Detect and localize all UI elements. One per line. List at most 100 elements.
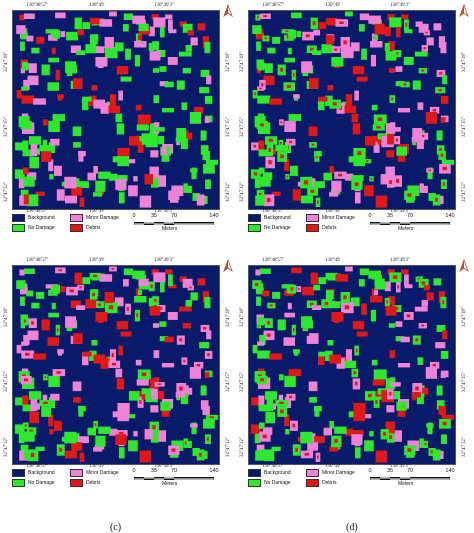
building (205, 159, 219, 165)
debris-pixel (44, 376, 47, 379)
debris-pixel (30, 452, 35, 457)
building (30, 144, 38, 156)
debris-pixel (289, 395, 293, 399)
legend-swatch (306, 223, 319, 232)
legend-debris: Debris (306, 478, 336, 487)
building (79, 197, 85, 207)
building (133, 176, 138, 182)
building (161, 108, 175, 113)
debris-pixel (432, 109, 436, 112)
building (176, 128, 187, 140)
debris-pixel (403, 83, 407, 86)
building (291, 12, 302, 19)
building (404, 284, 413, 289)
debris-pixel (305, 289, 310, 293)
debris-pixel (126, 307, 129, 311)
building (19, 14, 25, 21)
building (432, 449, 441, 461)
debris-pixel (293, 73, 295, 77)
building (397, 363, 411, 368)
legend-swatch (12, 468, 25, 477)
legend-debris: Debris (70, 223, 100, 232)
building (202, 450, 208, 459)
building (159, 336, 169, 342)
building (136, 124, 149, 131)
building (144, 174, 153, 185)
scale-tick: 0 (132, 213, 136, 219)
debris-pixel (254, 92, 256, 96)
building (60, 286, 66, 293)
debris-pixel (383, 432, 386, 436)
building (135, 104, 142, 111)
building (127, 159, 136, 164)
debris-pixel (377, 25, 382, 29)
building (264, 63, 273, 73)
building (29, 391, 42, 400)
building (352, 123, 361, 135)
debris-pixel (280, 154, 284, 159)
legend-swatch (70, 213, 83, 222)
building (191, 422, 197, 435)
building (310, 272, 318, 285)
building (252, 25, 262, 34)
building (139, 195, 152, 208)
building (191, 167, 197, 180)
building-footprints (250, 266, 455, 463)
scale-tick: 70 (406, 468, 414, 474)
building (48, 120, 60, 132)
legend-label: No Damage (28, 224, 55, 231)
building (153, 95, 160, 104)
building (385, 166, 395, 179)
building (109, 11, 117, 17)
debris-pixel (390, 43, 393, 48)
debris-pixel (309, 302, 314, 306)
debris-pixel (337, 173, 343, 177)
debris-pixel (393, 275, 398, 279)
building (318, 351, 328, 357)
debris-pixel (357, 151, 362, 155)
building (144, 429, 153, 440)
building (433, 278, 442, 286)
building (123, 279, 129, 287)
debris-pixel (207, 353, 210, 357)
building (385, 421, 395, 434)
debris-pixel (261, 82, 264, 87)
building (129, 136, 140, 146)
building (153, 272, 166, 283)
building (387, 269, 395, 276)
building (255, 269, 261, 276)
building (42, 139, 48, 147)
building (19, 269, 25, 276)
debris-pixel (391, 352, 394, 356)
building (393, 430, 402, 442)
debris-pixel (260, 123, 264, 127)
debris-pixel (112, 362, 116, 366)
debris-pixel (421, 324, 425, 327)
building (284, 312, 295, 318)
debris-pixel (396, 178, 399, 183)
building (87, 427, 96, 436)
building (348, 156, 358, 163)
building (175, 392, 185, 398)
debris-pixel (400, 411, 403, 414)
building (314, 436, 325, 444)
building (64, 176, 77, 189)
building (258, 316, 265, 326)
building (318, 98, 325, 111)
legend-swatch (12, 213, 25, 222)
bottom-coord: 130°49'3" (390, 464, 410, 469)
debris-pixel (69, 289, 74, 293)
debris-pixel (111, 352, 114, 357)
building (438, 450, 444, 459)
building (344, 360, 357, 368)
building (82, 353, 89, 366)
building (99, 19, 113, 27)
debris-pixel (375, 400, 378, 404)
building (259, 334, 266, 345)
building (385, 123, 395, 135)
building (27, 194, 39, 207)
building (401, 269, 409, 274)
building (55, 12, 66, 19)
debris-pixel (118, 431, 124, 434)
legend-swatch (248, 223, 261, 232)
